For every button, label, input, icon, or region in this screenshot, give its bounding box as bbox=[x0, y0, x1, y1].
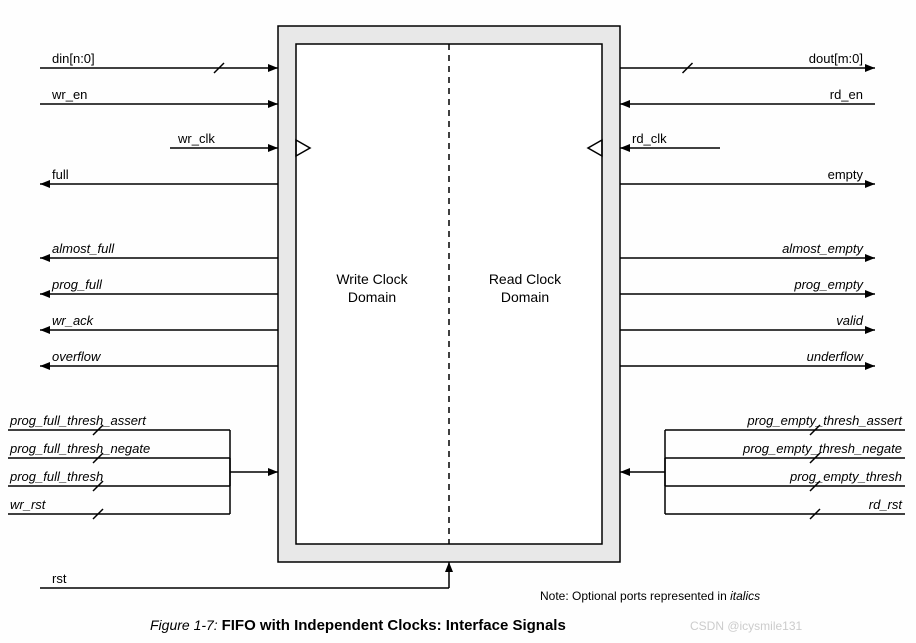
write-domain-label-2: Domain bbox=[348, 289, 396, 305]
signal-label: full bbox=[52, 167, 69, 182]
signal-label: almost_full bbox=[52, 241, 115, 256]
signal-label: prog_empty_thresh_assert bbox=[746, 413, 903, 428]
signal-label: rd_rst bbox=[869, 497, 904, 512]
signal-label: wr_en bbox=[51, 87, 87, 102]
watermark: CSDN @icysmile131 bbox=[690, 619, 803, 633]
signal-label: almost_empty bbox=[782, 241, 864, 256]
signal-label: prog_full_thresh_assert bbox=[9, 413, 147, 428]
signal-label: valid bbox=[836, 313, 864, 328]
signal-label: dout[m:0] bbox=[809, 51, 863, 66]
figure-caption: Figure 1-7: FIFO with Independent Clocks… bbox=[150, 617, 566, 634]
read-domain-label-2: Domain bbox=[501, 289, 549, 305]
signal-label: underflow bbox=[807, 349, 865, 364]
signal-label: wr_rst bbox=[10, 497, 47, 512]
write-domain-label: Write Clock bbox=[336, 271, 408, 287]
signal-label: din[n:0] bbox=[52, 51, 95, 66]
signal-label: empty bbox=[828, 167, 864, 182]
signal-label: wr_clk bbox=[177, 131, 215, 146]
signal-label: prog_full bbox=[51, 277, 103, 292]
signal-label: rd_clk bbox=[632, 131, 667, 146]
read-domain-label: Read Clock bbox=[489, 271, 562, 287]
signal-label: prog_full_thresh_negate bbox=[9, 441, 150, 456]
signal-label: rst bbox=[52, 571, 67, 586]
signal-label: wr_ack bbox=[52, 313, 95, 328]
signal-label: rd_en bbox=[830, 87, 863, 102]
signal-label: prog_full_thresh bbox=[9, 469, 103, 484]
signal-label: prog_empty_thresh_negate bbox=[742, 441, 902, 456]
fifo-inner-box bbox=[296, 44, 602, 544]
signal-label: overflow bbox=[52, 349, 102, 364]
signal-label: prog_empty_thresh bbox=[789, 469, 902, 484]
signal-label: prog_empty bbox=[793, 277, 864, 292]
fifo-diagram: Write Clock Domain Read Clock Domain din[n:0… bbox=[0, 0, 916, 643]
note-text: Note: Optional ports represented in ital… bbox=[540, 589, 760, 603]
